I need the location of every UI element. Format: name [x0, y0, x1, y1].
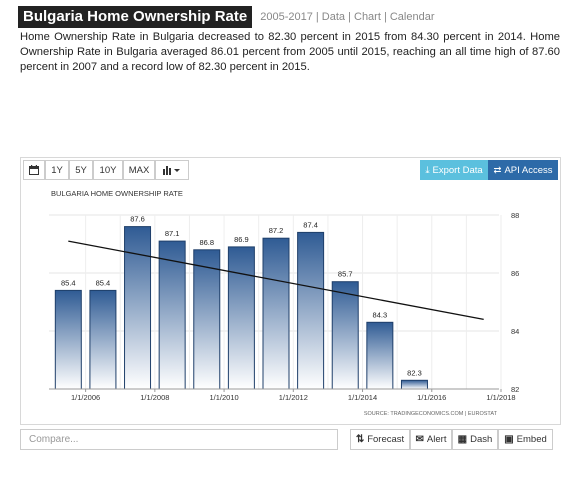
- description-text: Home Ownership Rate in Bulgaria decrease…: [20, 31, 560, 73]
- chart-toolbar: 1Y 5Y 10Y MAX ⤓ Export Data ⇄ API Access: [21, 158, 560, 182]
- chart-panel: 1Y 5Y 10Y MAX ⤓ Export Data ⇄ API Access: [20, 157, 561, 425]
- bar-value-label: 84.3: [373, 310, 388, 319]
- bar[interactable]: [193, 249, 221, 390]
- range-max-button[interactable]: MAX: [123, 160, 155, 180]
- bar[interactable]: [297, 231, 325, 390]
- bar-value-label: 85.4: [61, 278, 76, 287]
- export-data-label: Export Data: [432, 164, 483, 176]
- chart-title: BULGARIA HOME OWNERSHIP RATE: [51, 189, 183, 198]
- bar-value-label: 82.3: [407, 368, 422, 377]
- x-tick-label: 1/1/2014: [348, 393, 377, 402]
- bar-value-label: 85.7: [338, 270, 353, 279]
- chart-type-dropdown[interactable]: [155, 160, 189, 180]
- y-tick-label: 86: [511, 269, 519, 278]
- exchange-icon: ⇄: [493, 164, 502, 176]
- bar[interactable]: [400, 379, 428, 390]
- y-tick-label: 88: [511, 211, 519, 220]
- bar[interactable]: [262, 237, 290, 390]
- download-icon: ⤓: [425, 164, 430, 176]
- calendar-glyph: [29, 165, 39, 175]
- x-tick-label: 1/1/2012: [279, 393, 308, 402]
- alert-label: Alert: [426, 434, 447, 445]
- page-title: Bulgaria Home Ownership Rate: [18, 6, 253, 28]
- envelope-icon: ✉: [415, 434, 424, 445]
- dash-label: Dash: [470, 434, 493, 445]
- embed-label: Embed: [516, 434, 547, 445]
- chart-source: SOURCE: TRADINGECONOMICS.COM | EUROSTAT: [364, 411, 498, 417]
- bar-value-label: 86.9: [234, 235, 249, 244]
- bar[interactable]: [54, 289, 82, 390]
- range-10y-button[interactable]: 10Y: [93, 160, 123, 180]
- export-data-button[interactable]: ⤓ Export Data: [420, 160, 488, 180]
- compare-input[interactable]: [20, 429, 338, 450]
- bar[interactable]: [366, 321, 394, 390]
- bar[interactable]: [124, 226, 152, 390]
- trend-line: [68, 240, 484, 321]
- bar-value-label: 85.4: [96, 278, 111, 287]
- x-tick-label: 1/1/2018: [486, 393, 515, 402]
- bar-chart-icon: [163, 166, 180, 175]
- y-tick-label: 84: [511, 327, 519, 336]
- bar-value-label: 87.4: [303, 220, 318, 229]
- x-tick-label: 1/1/2010: [209, 393, 238, 402]
- range-1y-button[interactable]: 1Y: [45, 160, 69, 180]
- range-5y-button[interactable]: 5Y: [69, 160, 93, 180]
- embed-button[interactable]: ▣ Embed: [498, 429, 553, 450]
- bar[interactable]: [227, 246, 255, 390]
- bar[interactable]: [158, 240, 186, 390]
- y-tick-label: 82: [511, 385, 519, 394]
- chart-actions: ⇅ Forecast ✉ Alert ▦ Dash ▣ Embed: [20, 429, 561, 451]
- bar[interactable]: [89, 289, 117, 390]
- dash-button[interactable]: ▦ Dash: [452, 429, 498, 450]
- bar-value-label: 86.8: [199, 238, 214, 247]
- bar-value-label: 87.1: [165, 229, 180, 238]
- header-links[interactable]: 2005-2017 | Data | Chart | Calendar: [260, 11, 435, 23]
- api-access-button[interactable]: ⇄ API Access: [488, 160, 558, 180]
- image-icon: ▣: [504, 434, 514, 445]
- bar-value-label: 87.6: [130, 215, 145, 224]
- bar[interactable]: [331, 281, 359, 390]
- x-tick-label: 1/1/2016: [417, 393, 446, 402]
- calendar-icon[interactable]: [23, 160, 45, 180]
- page-header: Bulgaria Home Ownership Rate 2005-2017 |…: [18, 6, 435, 28]
- forecast-icon: ⇅: [355, 434, 365, 445]
- grid-icon: ▦: [457, 434, 468, 445]
- forecast-label: Forecast: [367, 434, 405, 445]
- x-tick-label: 1/1/2006: [71, 393, 100, 402]
- bar-value-label: 87.2: [269, 226, 284, 235]
- x-tick-label: 1/1/2008: [140, 393, 169, 402]
- forecast-button[interactable]: ⇅ Forecast: [350, 429, 410, 450]
- alert-button[interactable]: ✉ Alert: [410, 429, 452, 450]
- api-access-label: API Access: [504, 164, 553, 176]
- home-ownership-chart: 85.4 85.4 87.6 87.1 86.8 86.9 87.2 87.4 85.7 84.3…: [49, 189, 519, 417]
